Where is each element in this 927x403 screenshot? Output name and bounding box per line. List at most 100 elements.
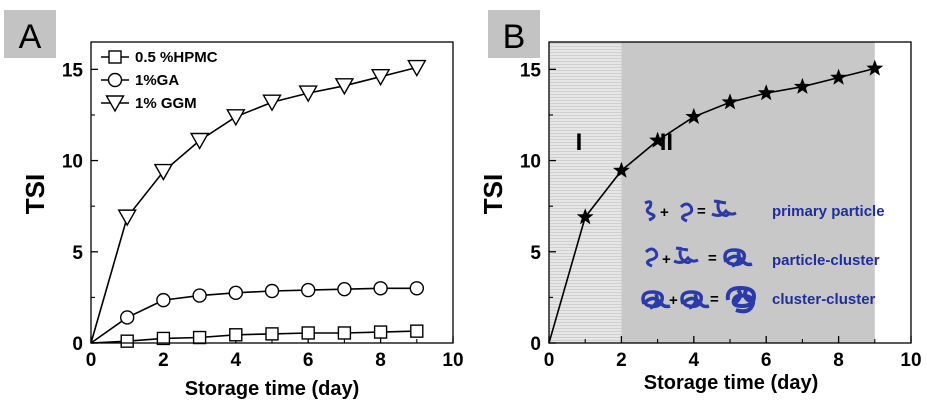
data-point-triangle-down (334, 78, 355, 96)
data-point-star (721, 93, 739, 110)
y-tick-label: 15 (62, 60, 84, 81)
x-tick-label: 0 (544, 350, 555, 371)
particle-icon (723, 248, 753, 268)
x-tick-label: 0 (86, 350, 97, 371)
particle-icon (644, 200, 656, 222)
data-point-triangle-down (407, 59, 427, 77)
legend-entry: 1%GA (135, 72, 179, 89)
data-point-star (612, 161, 630, 178)
data-point-star (576, 208, 594, 225)
equals-sign: = (708, 250, 717, 267)
legend-marker-circle (107, 72, 123, 88)
x-tick-label: 6 (303, 350, 314, 371)
data-point-triangle-down (262, 94, 282, 112)
y-tick-label: 5 (72, 243, 83, 264)
equals-sign: = (697, 203, 706, 220)
data-point-square (156, 331, 171, 346)
y-tick-label: 10 (62, 152, 83, 173)
data-point-triangle-down (153, 163, 174, 181)
data-point-triangle-down (370, 68, 391, 87)
panel-a-label: A (19, 18, 42, 56)
panel-b-label-box (488, 10, 540, 58)
annotation-row-primary: + = primary particle (644, 199, 885, 223)
data-point-star (793, 77, 811, 94)
data-point-star (649, 131, 667, 148)
region-i-band (549, 42, 622, 343)
series-line-triangle-down (90, 66, 417, 344)
data-point-circle (373, 281, 388, 296)
data-point-square (373, 325, 388, 339)
particle-icon (680, 290, 710, 310)
legend-marker-square (108, 50, 122, 64)
aggregation-annotations: + = primary particle + = particle-cluste… (641, 199, 885, 314)
data-point-square (120, 334, 134, 348)
x-tick-label: 10 (900, 350, 921, 371)
data-point-circle (301, 282, 316, 298)
series-line-square (90, 330, 417, 344)
data-point-circle (264, 283, 280, 299)
x-tick-label: 4 (689, 350, 700, 371)
data-point-circle (156, 292, 171, 308)
legend-entry: 0.5 %HPMC (135, 49, 218, 66)
particle-icon (644, 247, 659, 268)
particle-icon (679, 202, 694, 223)
x-tick-label: 10 (442, 350, 463, 371)
data-point-square (337, 326, 352, 340)
data-point-square (301, 326, 315, 340)
panel-a: A 0 2 4 6 8 10 0 5 10 15 0.5 %HPMC 1%GA 1% GGM Stor… (4, 10, 464, 400)
data-point-triangle-down (298, 85, 318, 103)
y-tick-label: 0 (72, 334, 83, 355)
data-point-circle (228, 285, 244, 301)
region-label-ii: II (660, 129, 673, 156)
data-point-triangle-down (189, 132, 210, 150)
annotation-row-particle-cluster: + = particle-cluster (644, 246, 880, 269)
particle-icon (725, 285, 757, 314)
plus-sign: + (669, 292, 678, 309)
y-tick-label: 10 (520, 152, 541, 173)
particle-icon (711, 199, 737, 218)
y-tick-label: 15 (520, 60, 542, 81)
panel-b-label: B (503, 18, 526, 56)
equals-sign: = (710, 291, 719, 308)
data-point-square (265, 327, 279, 341)
x-tick-label: 2 (158, 350, 169, 371)
data-point-circle (337, 281, 352, 297)
annotation-cluster-cluster: cluster-cluster (772, 291, 876, 308)
x-tick-label: 2 (616, 350, 627, 371)
plot-frame-a (90, 41, 454, 344)
data-point-circle (409, 281, 424, 296)
data-point-triangle-down (117, 209, 137, 227)
data-point-square (229, 328, 243, 342)
series-line-star (548, 67, 875, 344)
panel-a-label-box (4, 10, 56, 58)
data-point-triangle-down (226, 109, 246, 127)
data-point-square (192, 330, 207, 345)
plus-sign: + (662, 251, 671, 268)
annotation-row-cluster-cluster: + = cluster-cluster (641, 285, 876, 314)
annotation-primary-particle: primary particle (772, 203, 885, 220)
x-axis-label-a: Storage time (day) (185, 378, 359, 400)
legend: 0.5 %HPMC 1%GA 1% GGM (101, 49, 218, 113)
plus-sign: + (660, 204, 669, 221)
data-point-star (685, 107, 703, 124)
region-label-i: I (576, 129, 583, 156)
data-point-star (757, 84, 775, 101)
y-axis-label-b: TSI (478, 174, 508, 214)
plot-frame-b (548, 41, 912, 344)
particle-icon (673, 246, 699, 265)
particle-icon (641, 290, 671, 310)
x-tick-label: 8 (833, 350, 844, 371)
x-tick-label: 6 (761, 350, 772, 371)
region-ii-band (621, 42, 875, 343)
data-point-circle (119, 310, 135, 325)
x-axis-label-b: Storage time (day) (644, 372, 818, 394)
data-point-star (830, 68, 848, 85)
y-tick-label: 0 (530, 334, 541, 355)
legend-marker-triangle-down (105, 95, 125, 113)
x-tick-label: 4 (231, 350, 242, 371)
legend-entry: 1% GGM (135, 95, 197, 112)
y-axis-label-a: TSI (20, 174, 50, 214)
data-point-square (410, 324, 424, 338)
data-point-star (866, 59, 884, 76)
